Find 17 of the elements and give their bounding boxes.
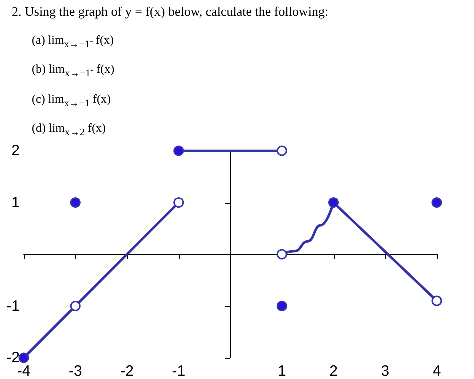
x-tick-label: 3 [381, 363, 390, 379]
y-tick-label: 2 [12, 142, 20, 160]
x-tick-label: 4 [432, 363, 442, 379]
text: (a) lim$_{x→−1⁻}$ f(x) [32, 32, 115, 52]
y-tick-label: 1 [12, 194, 20, 212]
chart-title: 2. Using the graph of y = f(x) below, calculate the following: [12, 4, 329, 20]
x-tick-label: -3 [68, 363, 82, 379]
x-tick-label: 2 [330, 363, 338, 379]
x-tick-label: -4 [17, 363, 31, 379]
y-tick-label: -1 [6, 298, 20, 315]
text: (d) lim$_{x→2}$ f(x) [32, 120, 107, 141]
text: (b) lim$_{x→−1⁺}$ f(x) [32, 61, 115, 82]
x-tick-label: 1 [278, 363, 286, 379]
x-tick-label: -1 [172, 363, 186, 379]
y-tick-label: -2 [6, 350, 20, 366]
x-tick-label: -2 [120, 363, 134, 379]
text: (c) lim$_{x→−1}$ f(x) [32, 90, 112, 112]
